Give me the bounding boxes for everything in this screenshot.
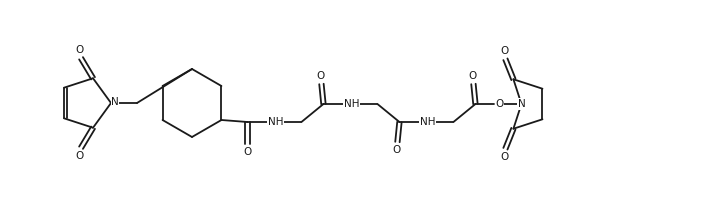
Text: NH: NH <box>268 117 283 127</box>
Text: NH: NH <box>419 117 435 127</box>
Text: O: O <box>500 152 508 162</box>
Text: O: O <box>495 99 503 109</box>
Text: O: O <box>243 147 251 157</box>
Text: O: O <box>75 151 83 161</box>
Text: N: N <box>518 99 526 109</box>
Text: N: N <box>111 97 119 107</box>
Text: O: O <box>392 145 401 155</box>
Text: NH: NH <box>344 99 359 109</box>
Text: O: O <box>316 71 325 81</box>
Text: O: O <box>469 71 477 81</box>
Text: O: O <box>500 46 508 56</box>
Text: O: O <box>75 45 83 55</box>
